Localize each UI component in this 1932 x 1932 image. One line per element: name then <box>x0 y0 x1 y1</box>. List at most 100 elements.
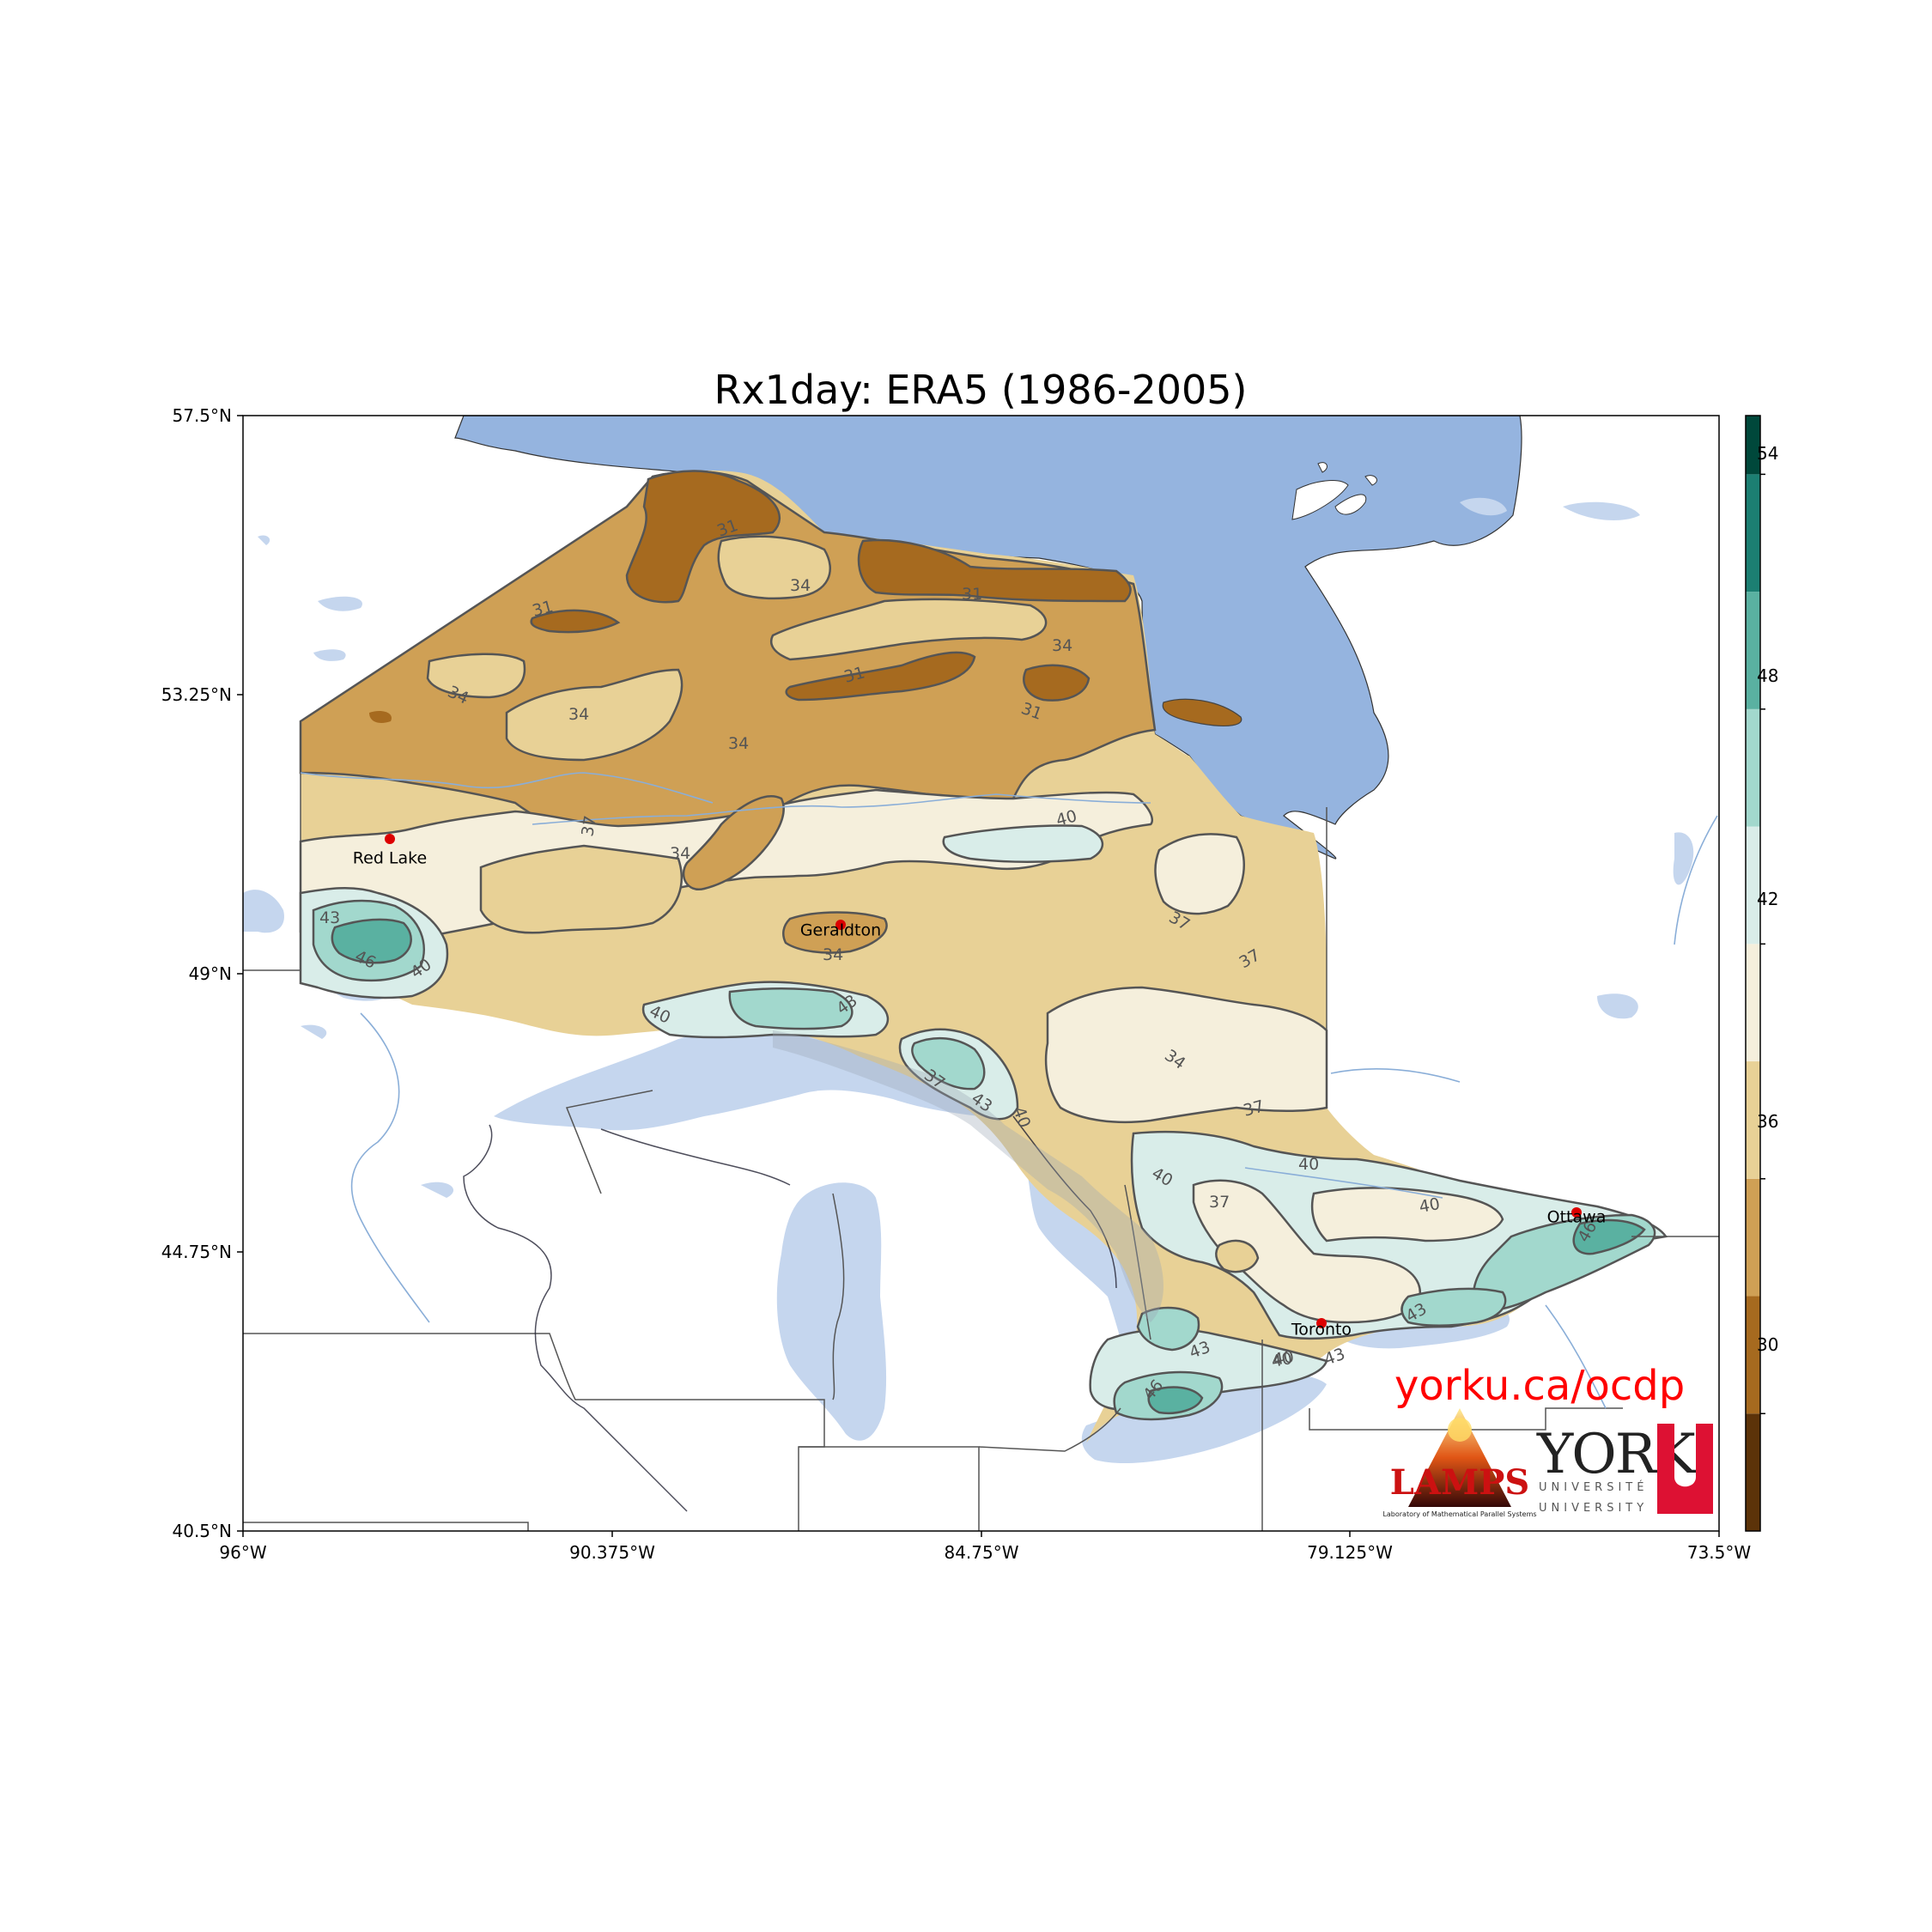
field-31-f <box>369 711 392 723</box>
contour-label: 40 <box>1298 1155 1319 1174</box>
url-text: yorku.ca/ocdp <box>1394 1362 1685 1410</box>
york-subtitle-1: UNIVERSITÉ <box>1539 1480 1648 1494</box>
lamps-sun <box>1448 1418 1472 1442</box>
akimiski-island <box>1162 698 1242 726</box>
colorbar-frame <box>1745 415 1761 1532</box>
field-40-geraldton-east <box>942 824 1104 863</box>
contour-label: 40 <box>1418 1194 1442 1217</box>
lake-erie <box>1081 1373 1327 1464</box>
city-red-lake: Red Lake <box>353 834 427 868</box>
colorbar-segment <box>1746 1413 1760 1531</box>
field-37-south <box>1044 986 1328 1124</box>
field-43-huron-shore <box>1136 1306 1200 1352</box>
city-marker <box>835 920 846 930</box>
city-label: Red Lake <box>353 849 427 868</box>
lat-tick-label: 57.5°N <box>173 405 233 426</box>
lat-tick-label: 49°N <box>189 963 232 984</box>
field-34-light-c <box>505 668 683 762</box>
york-subtitle-2: UNIVERSITY <box>1539 1502 1648 1515</box>
chart-title: Rx1day: ERA5 (1986-2005) <box>714 367 1248 413</box>
contour-label: 43 <box>319 908 340 927</box>
lon-tick-label: 84.75°W <box>944 1542 1018 1563</box>
colorbar-segment <box>1746 592 1760 709</box>
city-label: Toronto <box>1291 1321 1352 1340</box>
colorbar-segment <box>1746 1296 1760 1414</box>
colorbar-segment <box>1746 944 1760 1062</box>
city-marker <box>385 834 395 844</box>
colorbar-segment <box>1746 826 1760 945</box>
lon-tick-label: 79.125°W <box>1307 1542 1393 1563</box>
field-31-b <box>857 538 1132 603</box>
colorbar-tick-label: 42 <box>1757 889 1778 909</box>
colorbar-segment <box>1746 1178 1760 1297</box>
field-37-east <box>1154 833 1245 915</box>
field-46-west <box>331 918 412 964</box>
contour-label: 34 <box>823 945 843 964</box>
colorbar-tick-label: 48 <box>1757 665 1778 686</box>
us-outlines <box>243 1090 1719 1531</box>
field-43-superior <box>728 987 854 1030</box>
lat-axis: 57.5°N 53.25°N 49°N 44.75°N 40.5°N <box>161 405 243 1541</box>
field-34-light-a <box>717 535 831 600</box>
field-46-sw <box>1147 1386 1204 1414</box>
colorbar-segment <box>1746 1061 1760 1179</box>
lon-axis: 96°W 90.375°W 84.75°W 79.125°W 73.5°W <box>219 1531 1751 1563</box>
map-area: 31 34 31 31 34 31 34 31 34 34 37 34 40 3… <box>243 416 1719 1531</box>
coast-lines <box>463 1115 1117 1512</box>
lat-tick-label: 40.5°N <box>173 1521 233 1541</box>
contour-label: 40 <box>1270 1349 1294 1371</box>
york-logo: YORK UNIVERSITÉ UNIVERSITY <box>1536 1423 1713 1515</box>
colorbar-tick-label: 36 <box>1757 1111 1778 1132</box>
lake-winnipeg <box>243 890 284 933</box>
field-43-lakeshore <box>1400 1287 1507 1327</box>
lon-tick-label: 73.5°W <box>1687 1542 1752 1563</box>
colorbar-tick-label: 54 <box>1757 443 1778 464</box>
ontario-field <box>299 470 1668 1443</box>
lat-tick-label: 53.25°N <box>161 684 232 705</box>
city-label: Ottawa <box>1547 1208 1607 1227</box>
belcher-islands <box>1291 462 1377 520</box>
field-34-light-d <box>769 598 1048 661</box>
city-ottawa: Ottawa <box>1547 1207 1607 1227</box>
city-toronto: Toronto <box>1291 1318 1352 1340</box>
field-34-geraldton <box>782 911 888 954</box>
colorbar-segment <box>1746 416 1760 475</box>
field-31-a <box>625 470 781 604</box>
contour-label: 34 <box>568 705 589 724</box>
york-u-mark <box>1657 1424 1713 1514</box>
contour-label: 34 <box>1052 636 1072 655</box>
field-31-d <box>785 651 976 702</box>
field-31-e <box>1023 664 1091 702</box>
field-37-toronto-inner <box>1215 1239 1260 1273</box>
contour-label: 37 <box>578 814 600 838</box>
rivers <box>300 772 1718 1409</box>
contour-label: 40 <box>1272 1347 1296 1370</box>
field-40-east-ont <box>1310 1186 1504 1242</box>
lamps-subtitle: Laboratory of Mathematical Parallel Syst… <box>1382 1510 1536 1518</box>
field-43-wawa <box>911 1036 986 1091</box>
city-marker <box>1316 1318 1327 1328</box>
lake-michigan <box>776 1182 887 1441</box>
colorbar-tick-label: 30 <box>1757 1334 1778 1355</box>
field-34-spot <box>682 795 785 891</box>
city-geraldton: Geraldton <box>800 920 881 940</box>
lamps-logo: LAMPS Laboratory of Mathematical Paralle… <box>1382 1408 1537 1518</box>
colorbar <box>1745 415 1765 1532</box>
colorbar-ticks: 30 36 42 48 54 <box>1757 443 1778 1355</box>
field-34-light-b <box>426 653 526 699</box>
lat-tick-label: 44.75°N <box>161 1242 232 1262</box>
lamps-text: LAMPS <box>1390 1462 1529 1503</box>
colorbar-segment <box>1746 708 1760 827</box>
lon-tick-label: 90.375°W <box>569 1542 655 1563</box>
field-31-c <box>530 609 621 634</box>
lon-tick-label: 96°W <box>219 1542 266 1563</box>
city-marker <box>1571 1207 1582 1218</box>
contour-label: 34 <box>790 576 811 595</box>
lamps-triangle <box>1408 1408 1511 1507</box>
cities: Red Lake Geraldton Toronto Ottawa <box>353 834 1607 1340</box>
field-34-mid <box>479 844 683 934</box>
contour-label: 34 <box>670 844 690 863</box>
city-label: Geraldton <box>800 921 881 940</box>
ontario-border <box>243 721 1327 1108</box>
